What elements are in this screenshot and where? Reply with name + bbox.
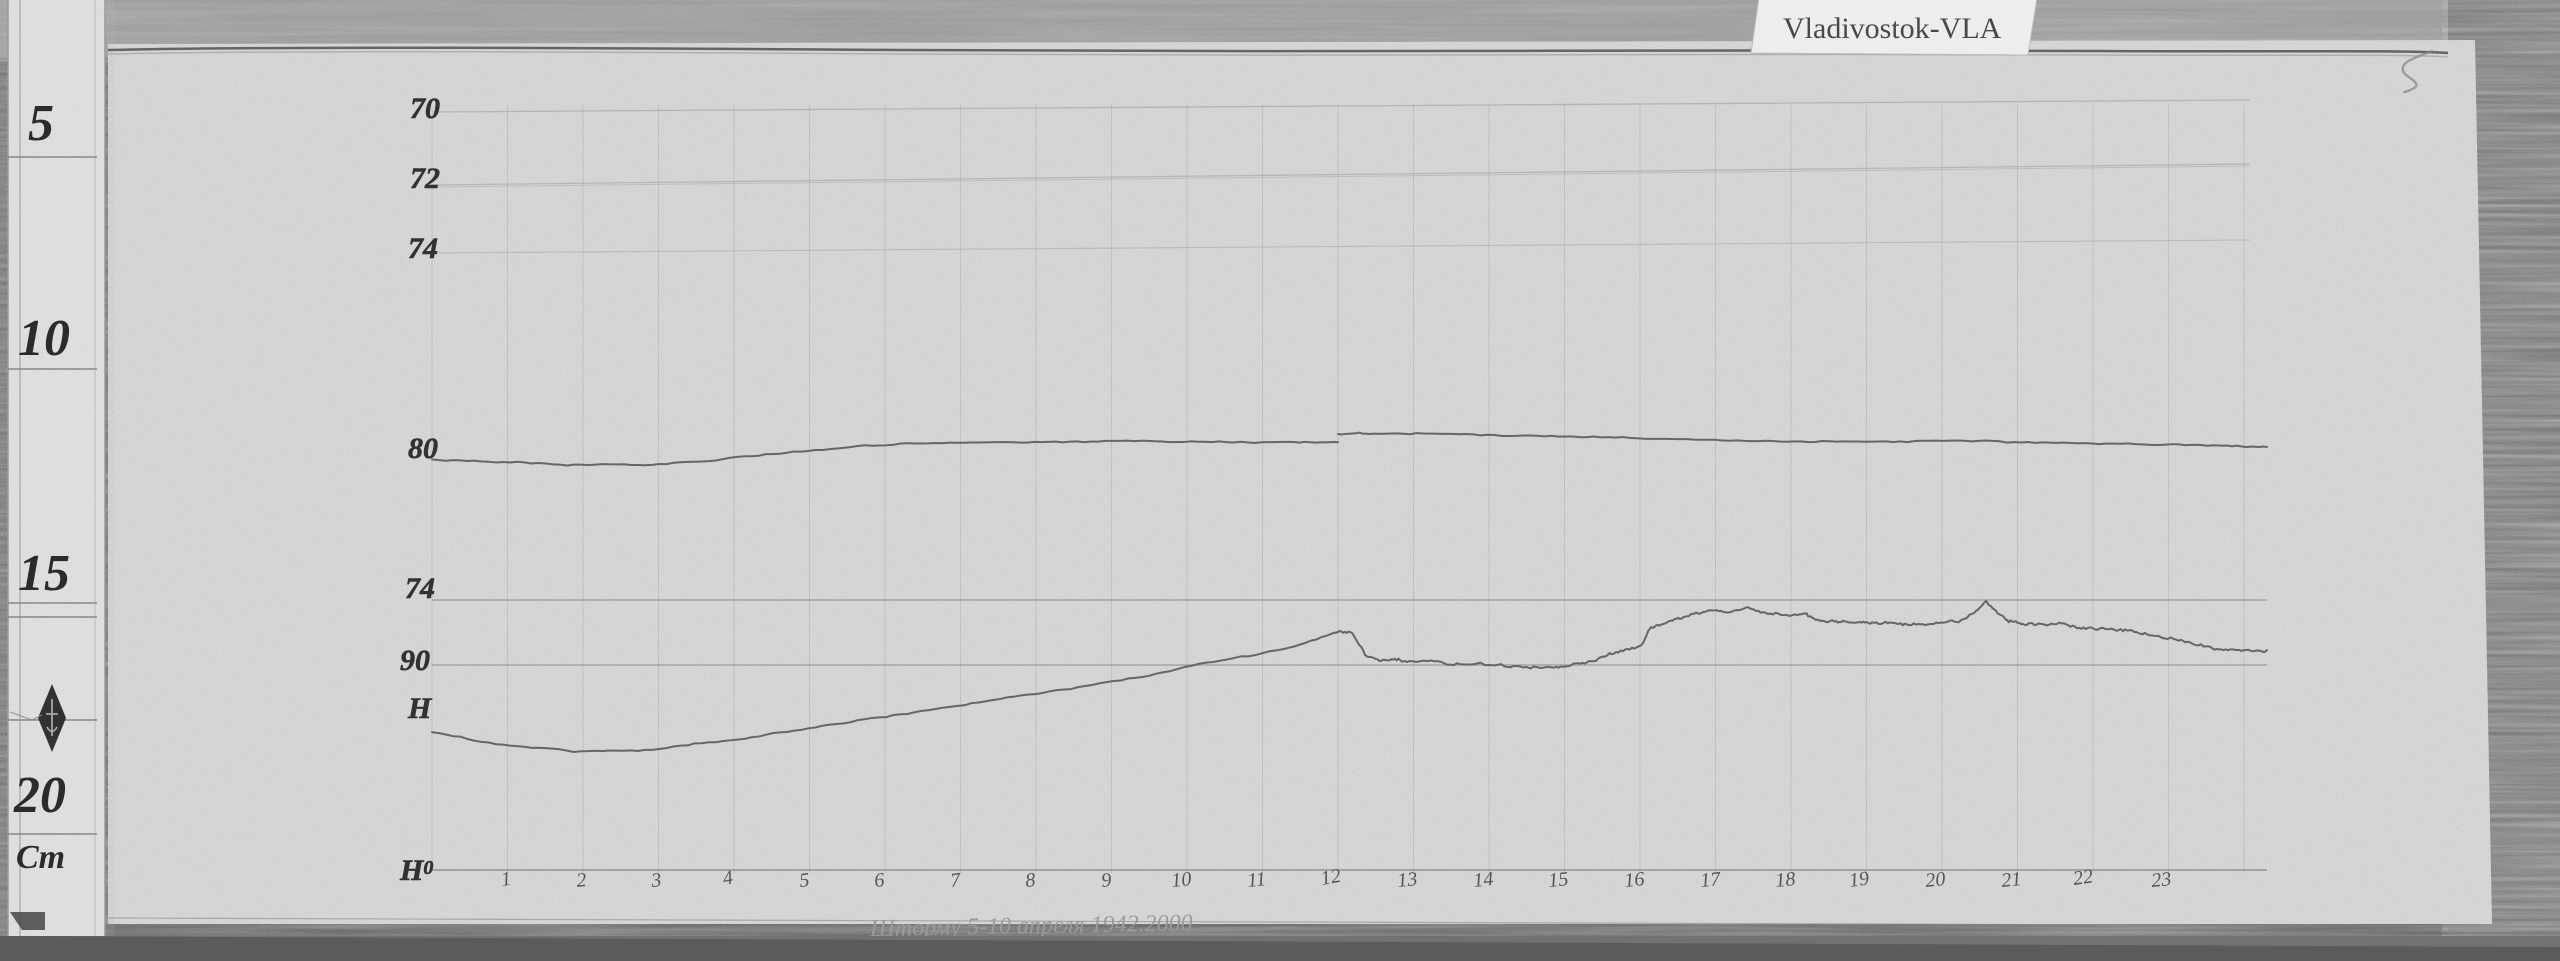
svg-text:70: 70 <box>410 92 440 125</box>
svg-text:19: 19 <box>1848 867 1871 892</box>
svg-text:20: 20 <box>1924 868 1946 892</box>
svg-text:3: 3 <box>649 869 662 892</box>
svg-text:72: 72 <box>410 162 440 195</box>
svg-text:11: 11 <box>1246 868 1267 892</box>
svg-text:18: 18 <box>1774 868 1796 892</box>
svg-text:13: 13 <box>1396 868 1418 892</box>
svg-text:17: 17 <box>1699 868 1722 892</box>
svg-text:15: 15 <box>18 545 70 602</box>
svg-text:74: 74 <box>408 232 438 265</box>
svg-text:16: 16 <box>1623 868 1645 892</box>
svg-text:15: 15 <box>1547 868 1569 892</box>
svg-text:Cm: Cm <box>16 839 65 876</box>
svg-text:12: 12 <box>1319 865 1343 890</box>
svg-text:21: 21 <box>2000 868 2022 892</box>
svg-text:20: 20 <box>13 767 66 824</box>
svg-text:22: 22 <box>2072 865 2095 890</box>
svg-text:10: 10 <box>1170 868 1192 892</box>
svg-text:23: 23 <box>2150 868 2172 892</box>
svg-text:14: 14 <box>1472 868 1494 892</box>
svg-text:74: 74 <box>405 572 435 605</box>
svg-text:90: 90 <box>400 644 430 677</box>
svg-text:H: H <box>407 692 433 725</box>
svg-text:5: 5 <box>28 95 54 152</box>
svg-text:10: 10 <box>18 310 70 367</box>
svg-text:Vladivostok-VLA: Vladivostok-VLA <box>1783 12 2002 45</box>
